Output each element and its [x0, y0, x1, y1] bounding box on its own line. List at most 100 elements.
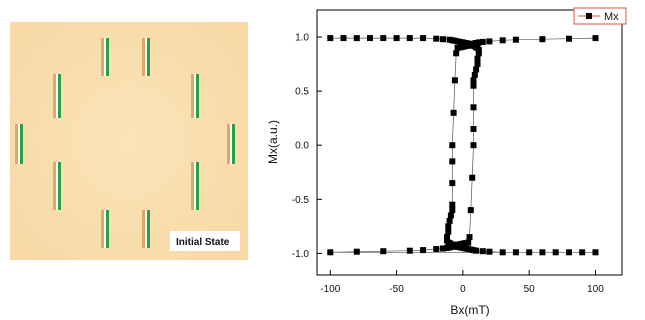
data-point — [512, 249, 519, 256]
hysteresis-chart: -1.0 -0.5 0.0 0.5 1.0 -100 -50 0 50 100 Bx(mT) M… — [266, 7, 627, 317]
data-point — [420, 35, 427, 42]
data-point — [552, 249, 559, 256]
x-tick-label: -100 — [320, 284, 340, 295]
data-point — [450, 109, 457, 116]
nanobar-shadow — [53, 74, 56, 118]
data-point — [446, 217, 453, 224]
data-point — [499, 249, 506, 256]
nanobar-highlight — [56, 74, 58, 118]
nanobar-group — [15, 38, 235, 248]
nanobar-4 — [196, 74, 199, 118]
nanobar-shadow — [15, 124, 18, 164]
data-point — [466, 234, 473, 241]
data-point — [445, 228, 452, 235]
nanobar-highlight — [145, 210, 147, 248]
data-point — [467, 207, 474, 214]
data-point — [449, 180, 456, 187]
nanobar-10 — [147, 210, 150, 248]
data-point — [470, 126, 477, 132]
data-point — [473, 247, 480, 254]
data-point — [474, 55, 481, 62]
data-point — [474, 61, 481, 68]
data-point — [393, 35, 400, 42]
data-point — [465, 239, 472, 246]
micromagnetic-simulation-panel: Initial State — [10, 22, 248, 260]
data-point — [449, 158, 456, 165]
x-tick-label: 0 — [460, 284, 466, 295]
data-point — [449, 207, 456, 214]
data-point — [451, 77, 458, 84]
data-point — [440, 36, 446, 43]
x-tick-label: -50 — [389, 284, 404, 295]
nanobar-highlight — [230, 124, 232, 164]
data-point — [475, 50, 482, 57]
initial-state-label-box — [170, 231, 240, 251]
nanobar-highlight — [145, 38, 147, 76]
nanobar-9 — [106, 210, 109, 248]
data-point — [539, 249, 546, 256]
nanobar-shadow — [101, 38, 104, 76]
y-tick-label: 1.0 — [295, 33, 309, 44]
data-point — [479, 248, 486, 255]
nanobar-5 — [20, 124, 23, 164]
data-point — [512, 36, 519, 43]
data-point — [470, 77, 477, 84]
nanobar-shadow — [191, 74, 194, 118]
data-point — [440, 245, 446, 252]
data-point — [454, 44, 461, 51]
nanobar-shadow — [191, 162, 194, 210]
data-point — [447, 212, 454, 219]
y-axis-title: Mx(a.u.) — [266, 120, 280, 164]
nanobar-8 — [196, 162, 199, 210]
data-point — [473, 66, 480, 73]
nanobar-7 — [58, 162, 61, 210]
data-point — [340, 35, 347, 42]
data-point — [526, 249, 533, 256]
nanobar-highlight — [104, 210, 106, 248]
data-point — [539, 36, 546, 43]
simulation-background — [10, 22, 248, 260]
data-point — [470, 142, 477, 149]
data-point — [592, 35, 599, 42]
data-point — [479, 38, 486, 45]
y-tick-label: -0.5 — [292, 195, 310, 206]
data-point — [566, 35, 572, 42]
x-tick-label: 50 — [524, 284, 536, 295]
data-point — [420, 247, 427, 254]
data-point — [579, 249, 586, 256]
data-point — [433, 246, 440, 252]
legend-marker — [586, 13, 592, 19]
x-axis-ticks: -100 -50 0 50 100 — [320, 270, 604, 295]
data-point — [327, 35, 334, 42]
nanobar-shadow — [142, 38, 145, 76]
data-point — [449, 142, 456, 149]
nanobar-highlight — [194, 74, 196, 118]
data-point — [327, 249, 334, 256]
data-point — [433, 35, 440, 42]
series-points — [327, 35, 599, 256]
data-point — [566, 249, 572, 256]
plot-frame — [316, 9, 623, 276]
data-point — [486, 38, 493, 45]
data-point — [367, 35, 373, 42]
data-point — [449, 201, 456, 208]
y-axis-ticks: -1.0 -0.5 0.0 0.5 1.0 — [292, 33, 322, 260]
data-point — [470, 104, 477, 111]
data-point — [353, 248, 360, 255]
data-point — [499, 37, 506, 44]
data-point — [469, 174, 476, 181]
nanobar-shadow — [142, 210, 145, 248]
data-point — [453, 50, 460, 57]
x-tick-label: 100 — [587, 284, 604, 295]
y-tick-label: 0.5 — [295, 87, 309, 98]
x-axis-title: Bx(mT) — [450, 303, 489, 317]
initial-state-label: Initial State — [176, 237, 230, 248]
nanobar-1 — [106, 38, 109, 76]
data-point — [406, 35, 413, 42]
data-point — [380, 35, 387, 42]
data-point — [406, 247, 413, 254]
y-tick-label: -1.0 — [292, 249, 310, 260]
nanobar-shadow — [227, 124, 230, 164]
series-line-Mx — [330, 37, 596, 253]
data-point — [446, 36, 453, 43]
